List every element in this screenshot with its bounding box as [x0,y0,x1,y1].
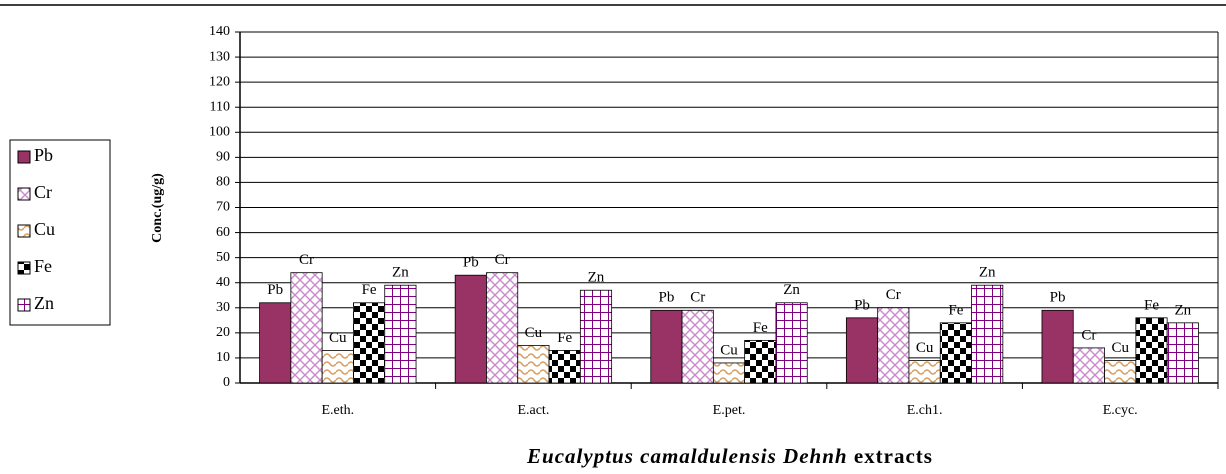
y-tick-label: 140 [209,24,230,39]
y-tick-label: 0 [223,375,230,390]
bar-label: Zn [1174,302,1191,318]
bar [971,284,1004,384]
y-tick-label: 120 [209,74,230,89]
bar-label: Zn [392,265,409,281]
x-tick-label: E.cyc. [1103,403,1138,418]
y-tick-label: 130 [209,49,230,64]
bar-label: Zn [783,282,800,298]
bar-label: Cu [525,325,543,341]
bar [454,274,487,384]
bar [1041,309,1074,384]
bar-label: Fe [753,320,768,336]
legend-swatch [17,150,31,164]
bar [1135,317,1168,384]
bar-label: Pb [1050,290,1066,306]
bar-label: Cr [690,290,705,306]
bar [712,362,746,384]
bar [939,322,972,384]
bar-label: Cu [1111,340,1129,356]
bar-label: Fe [557,330,572,346]
bar [1072,347,1105,384]
y-tick-label: 60 [216,225,230,240]
x-tick-label: E.act. [517,403,549,418]
bar [384,284,417,384]
bar-label: Pb [463,255,479,271]
bar-label: Cr [886,287,901,303]
y-tick-label: 80 [216,175,230,190]
x-tick-label: E.ch1. [907,403,943,418]
x-tick-label: E.pet. [713,403,746,418]
bar-label: Fe [362,282,377,298]
bar [290,272,323,384]
legend-swatch [17,261,31,275]
bar [353,302,386,384]
bar [775,302,808,384]
bar-label: Fe [948,302,963,318]
legend-label: Cu [34,219,55,239]
x-axis-title-suffix: extracts [854,444,933,468]
legend-label: Zn [34,293,54,313]
bar [845,317,879,384]
legend-label: Fe [34,256,52,276]
y-tick-label: 100 [209,125,230,140]
bar-label: Cr [495,252,510,268]
y-tick-label: 90 [216,150,230,165]
y-tick-label: 40 [216,275,230,290]
bar [1166,322,1199,384]
bar [321,350,354,384]
bar [486,272,519,384]
bar [650,309,683,384]
legend-label: Cr [34,182,52,202]
bar-label: Pb [854,297,870,313]
y-tick-label: 110 [210,99,230,114]
legend-label: Pb [34,145,53,165]
y-tick-label: 70 [216,200,230,215]
bar [517,344,550,384]
bar-label: Cr [1081,327,1096,343]
bar [1104,360,1137,384]
bar-label: Cu [916,340,934,356]
y-tick-label: 20 [216,325,230,340]
bar-label: Cr [299,252,314,268]
legend-swatch [17,298,31,312]
bar-label: Zn [588,270,605,286]
bar-label: Zn [979,265,996,281]
y-tick-label: 30 [216,300,230,315]
bar [579,289,613,384]
bar [681,309,714,384]
bar [908,360,941,384]
x-axis-title-species: Eucalyptus camaldulensis Dehnh [526,444,848,468]
bar-label: Pb [267,282,283,298]
bar-label: Pb [658,290,674,306]
bar [877,307,910,384]
x-tick-label: E.eth. [321,403,354,418]
bar-label: Cu [720,342,738,358]
y-tick-label: 10 [216,350,230,365]
x-axis-title: Eucalyptus camaldulensis Dehnh extracts [526,444,933,468]
bar [259,302,292,384]
bar-label: Fe [1144,297,1159,313]
legend-swatch [17,187,31,201]
y-axis-title: Conc.(ug/g) [150,173,165,243]
bar [744,339,777,384]
bar-label: Cu [329,330,347,346]
y-tick-label: 50 [216,250,230,265]
bar [548,350,581,384]
legend-swatch [17,224,31,238]
